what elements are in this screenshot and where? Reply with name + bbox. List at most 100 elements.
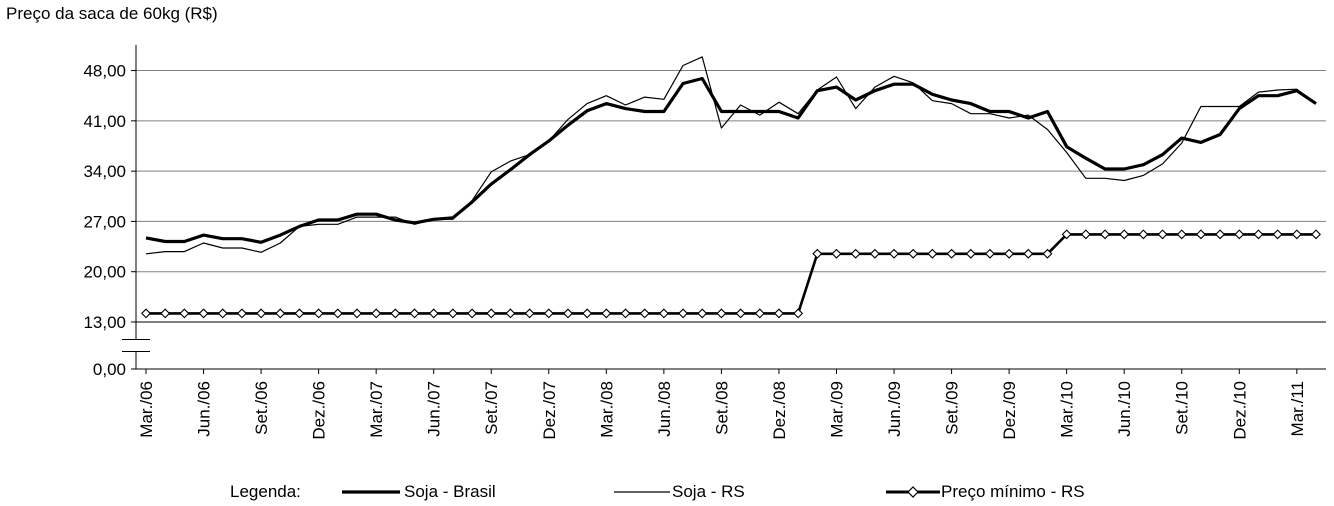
- series-point: [371, 308, 382, 319]
- series-point: [754, 308, 765, 319]
- series-point: [179, 308, 190, 319]
- y-axis-title: Preço da saca de 60kg (R$): [6, 4, 218, 23]
- series-point: [965, 248, 976, 259]
- y-tick-label: 34,00: [83, 162, 126, 181]
- x-tick-label: Mar./09: [827, 381, 846, 438]
- x-tick-label: Jun./10: [1115, 381, 1134, 437]
- y-tick-label: 0,00: [93, 360, 126, 379]
- series-point: [1215, 229, 1226, 240]
- legend-title: Legenda:: [230, 482, 301, 501]
- series-point: [256, 308, 267, 319]
- series-point: [505, 308, 516, 319]
- series-point: [1291, 229, 1302, 240]
- series-point: [812, 248, 823, 259]
- x-tick-label: Jun./08: [655, 381, 674, 437]
- series-point: [908, 248, 919, 259]
- series-point: [1272, 229, 1283, 240]
- series-point: [1023, 248, 1034, 259]
- series-point: [524, 308, 535, 319]
- series-point: [1157, 229, 1168, 240]
- series-point: [352, 308, 362, 319]
- x-tick-labels: Mar./06 Jun./06 Set./06 Dez./06 Mar./07 Jun./…: [137, 381, 1307, 440]
- series-point: [678, 308, 689, 319]
- series-point: [332, 308, 343, 319]
- series-point: [850, 248, 861, 259]
- series-point: [1234, 229, 1245, 240]
- series-point: [543, 308, 554, 319]
- series-point: [697, 308, 708, 319]
- series-point: [1138, 229, 1149, 240]
- legend-swatch-thick-line: [342, 490, 400, 494]
- series-point: [1195, 229, 1206, 240]
- x-tick-label: Jun./07: [425, 381, 444, 437]
- series-point: [160, 308, 171, 319]
- x-tick-label: Dez./09: [1000, 381, 1019, 440]
- series-point: [1004, 248, 1015, 259]
- series-point: [927, 248, 938, 259]
- series-point: [601, 308, 612, 319]
- gridlines: [136, 70, 1326, 273]
- series-point: [773, 308, 784, 319]
- x-tick-label: Dez./06: [310, 381, 329, 440]
- series-point: [831, 248, 842, 259]
- x-tick-label: Set./08: [712, 381, 731, 435]
- x-tick-label: Dez./07: [540, 381, 559, 440]
- x-tick-label: Set./07: [482, 381, 501, 435]
- x-tick-label: Mar./06: [137, 381, 156, 438]
- series-point: [620, 308, 631, 319]
- series-point: [1080, 229, 1091, 240]
- series-point: [198, 308, 209, 319]
- series-point: [1100, 229, 1110, 240]
- series-point: [735, 308, 746, 319]
- legend-label: Soja - Brasil: [404, 482, 496, 501]
- series-point: [294, 308, 305, 319]
- x-tick-label: Jun./06: [195, 381, 214, 437]
- series-point: [658, 308, 669, 319]
- y-tick-label: 41,00: [83, 112, 126, 131]
- series-point: [1176, 229, 1187, 240]
- series-point: [716, 308, 727, 319]
- series-point: [984, 248, 995, 259]
- x-tick-label: Mar./07: [367, 381, 386, 438]
- x-tick-label: Mar./11: [1288, 381, 1307, 436]
- series-point: [1061, 229, 1072, 240]
- series-line: [145, 56, 1317, 255]
- y-tick-label: 27,00: [83, 212, 126, 231]
- series-point: [486, 308, 497, 319]
- legend-swatch-thin-line: [614, 491, 670, 493]
- legend-label: Soja - RS: [672, 482, 745, 501]
- y-tick-label: 48,00: [83, 62, 126, 81]
- series-point: [428, 308, 439, 319]
- series-point: [793, 308, 804, 319]
- x-tick-label: Dez./10: [1230, 381, 1249, 440]
- series-point: [1042, 248, 1053, 259]
- y-tick-label: 20,00: [83, 263, 126, 282]
- series-point: [582, 308, 593, 319]
- series-point: [639, 308, 650, 319]
- series-point: [236, 308, 247, 319]
- series-point: [869, 248, 880, 259]
- series-point: [141, 308, 151, 319]
- y-tick-labels: 48,00 41,00 34,00 27,00 20,00 13,00 0,00: [83, 62, 126, 379]
- series-point: [313, 308, 324, 319]
- series-lines: [141, 56, 1321, 319]
- series-line: [145, 76, 1317, 244]
- legend-label: Preço mínimo - RS: [941, 482, 1085, 501]
- x-tick-label: Jun./09: [885, 381, 904, 437]
- x-tick-label: Mar./08: [597, 381, 616, 438]
- x-tick-label: Mar./10: [1058, 381, 1077, 438]
- series-point: [409, 308, 420, 319]
- series-point: [946, 248, 957, 259]
- x-tick-label: Set./10: [1173, 381, 1192, 435]
- series-point: [1119, 229, 1130, 240]
- series-line: [146, 233, 1316, 315]
- series-point: [217, 308, 228, 319]
- x-tick-label: Dez./08: [770, 381, 789, 440]
- series-point: [390, 308, 401, 319]
- series-point: [275, 308, 286, 319]
- legend-swatch-diamond-line: [886, 486, 940, 498]
- series-point: [1311, 229, 1321, 240]
- series-point: [562, 308, 573, 319]
- series-point: [467, 308, 478, 319]
